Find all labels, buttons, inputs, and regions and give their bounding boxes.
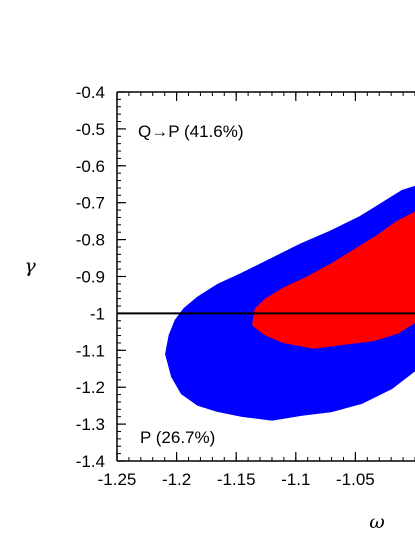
y-tick-label: -0.8: [76, 231, 105, 250]
y-tick-label: -1.1: [76, 341, 105, 360]
annotation-upper: Q→P (41.6%): [138, 122, 244, 141]
y-tick-label: -0.9: [76, 268, 105, 287]
x-axis-title: ω: [369, 511, 385, 533]
x-tick-label: -1.05: [336, 470, 375, 489]
y-tick-label: -1.3: [76, 415, 105, 434]
annotation-lower: P (26.7%): [140, 428, 215, 447]
y-tick-label: -1.2: [76, 378, 105, 397]
y-axis-title: γ: [24, 255, 36, 277]
data-regions: [165, 185, 415, 421]
x-tick-label: -1.2: [162, 470, 191, 489]
x-tick-label: -1.25: [98, 470, 137, 489]
x-tick-label: -1.1: [281, 470, 310, 489]
y-tick-label: -0.4: [76, 83, 105, 102]
y-tick-label: -1: [90, 304, 105, 323]
y-tick-label: -0.5: [76, 120, 105, 139]
y-tick-label: -1.4: [76, 452, 105, 471]
y-tick-label: -0.7: [76, 194, 105, 213]
y-tick-label: -0.6: [76, 157, 105, 176]
x-tick-label: -1.15: [217, 470, 256, 489]
ticks: -0.4 -0.5 -0.6 -0.7 -0.8 -0.9 -1 -1.1 -1.2 -1.3 -1…: [76, 83, 415, 489]
